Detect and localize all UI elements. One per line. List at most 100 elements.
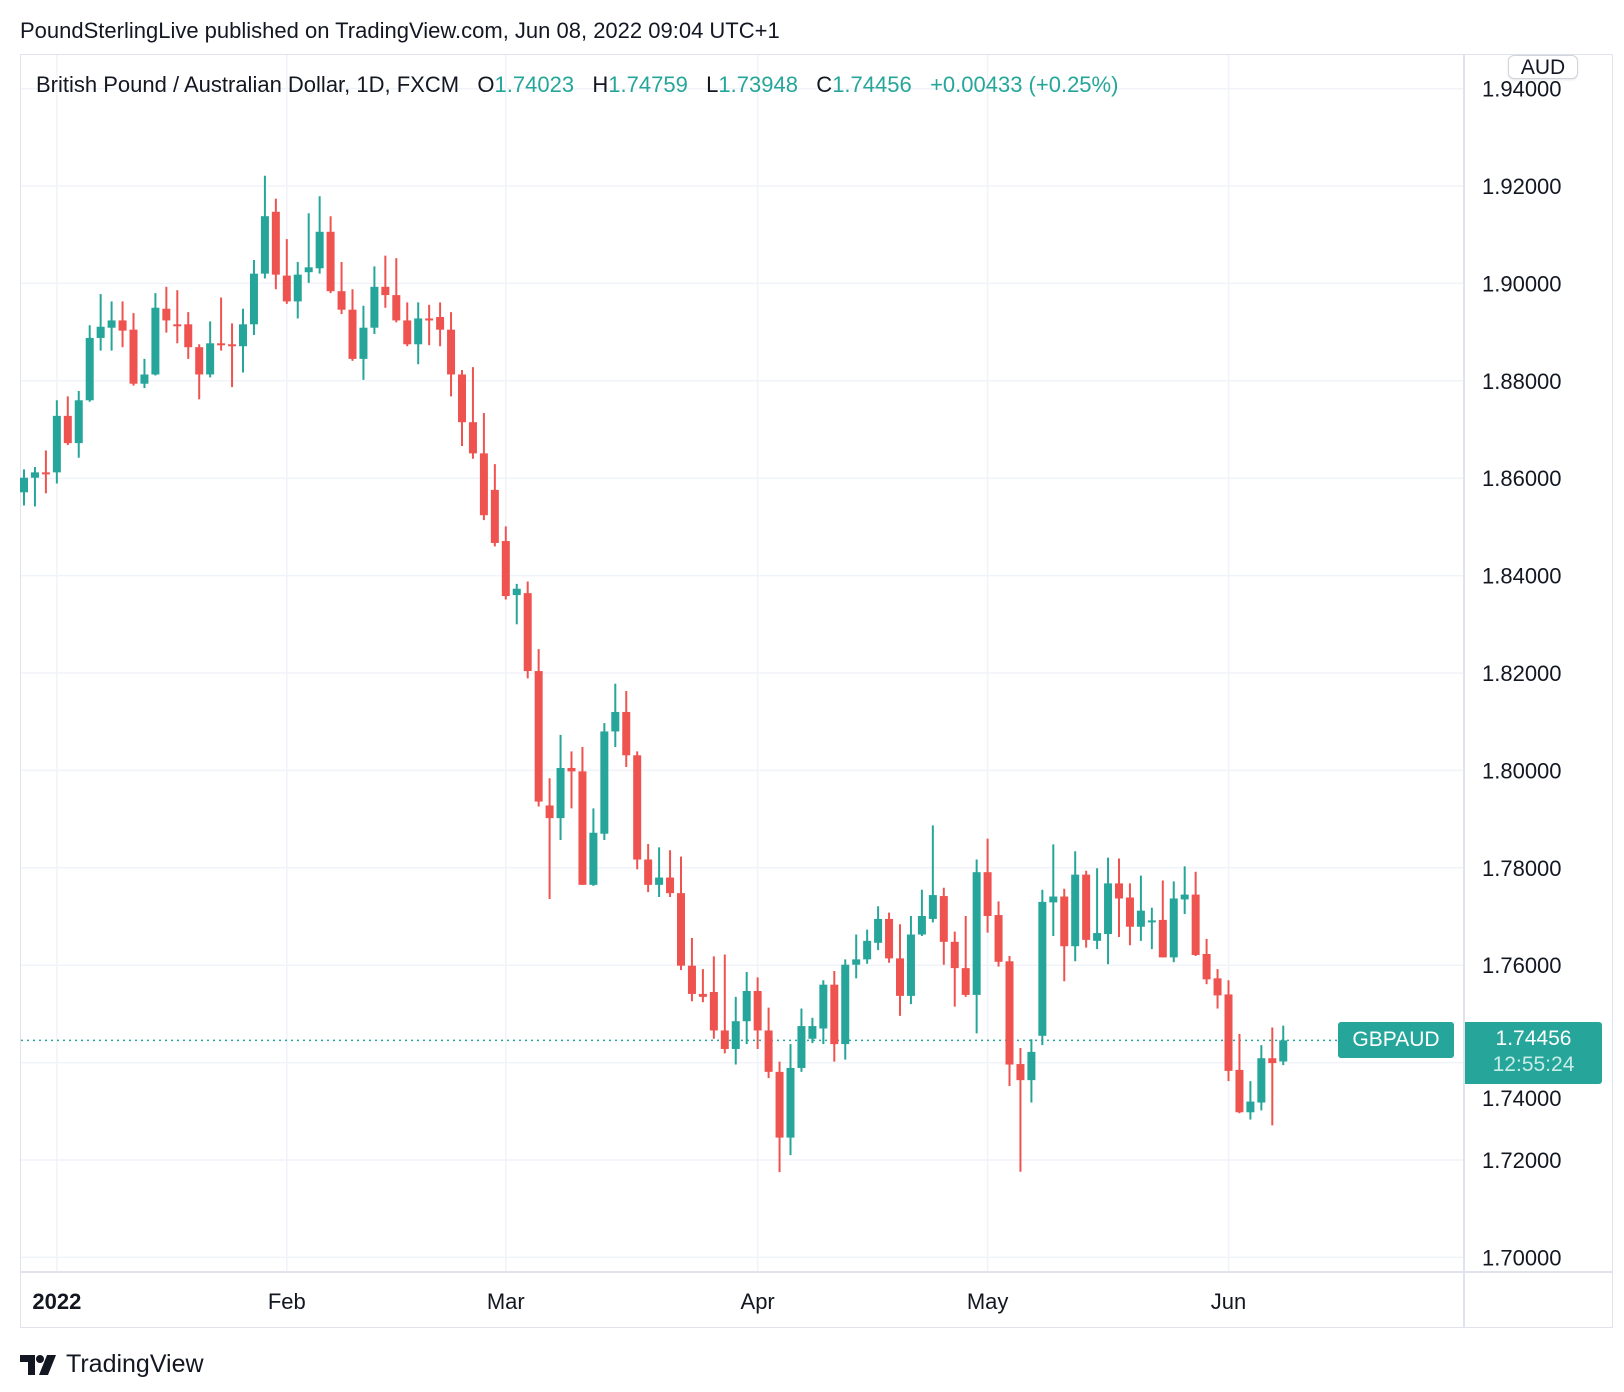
candle-body <box>414 318 423 345</box>
candle-down <box>173 290 182 344</box>
candle-up <box>140 358 149 389</box>
candle-body <box>600 731 609 834</box>
candle-body <box>896 958 904 996</box>
bar-countdown: 12:55:24 <box>1492 1053 1575 1076</box>
candle-body <box>239 324 247 347</box>
candle-body <box>304 267 313 273</box>
candle-up <box>863 929 872 964</box>
price-axis-label: 1.74000 <box>1482 1086 1562 1111</box>
candle-up <box>819 980 828 1045</box>
candle-body <box>118 320 127 331</box>
candle-body <box>30 472 39 478</box>
candle-body <box>195 347 204 375</box>
candle-body <box>1169 898 1178 958</box>
watermark-text: TradingView <box>66 1350 204 1378</box>
candle-down <box>63 396 72 446</box>
legend-title: British Pound / Australian Dollar, 1D, F… <box>36 72 460 97</box>
candle-down <box>720 954 729 1054</box>
candle-body <box>151 307 160 375</box>
candle-body <box>906 934 915 996</box>
candle-body <box>403 320 412 345</box>
chart-frame <box>20 54 1613 1328</box>
price-axis-label: 1.92000 <box>1482 174 1562 199</box>
candle-up <box>414 302 423 365</box>
candle-up <box>928 825 937 923</box>
candle-body <box>972 872 981 995</box>
candle-body <box>162 308 171 321</box>
legend-low-value: 1.73948 <box>718 72 798 97</box>
candle-body <box>20 477 28 493</box>
candle-up <box>1093 868 1102 950</box>
candle-down <box>753 977 762 1049</box>
candle-body <box>556 767 565 819</box>
legend-low-label: L <box>706 72 719 97</box>
candle-body <box>52 415 61 473</box>
candle-down <box>381 255 390 308</box>
candle-down <box>501 526 510 600</box>
price-axis-label: 1.78000 <box>1482 856 1562 881</box>
candle-body <box>468 422 477 454</box>
candle-up <box>206 321 215 378</box>
candle-down <box>217 297 226 351</box>
candle-up <box>293 261 302 319</box>
candle-body <box>1038 901 1047 1036</box>
candle-up <box>1279 1025 1288 1066</box>
candle-up <box>370 266 379 335</box>
legend-open-value: 1.74023 <box>494 72 575 97</box>
candle-down <box>425 304 434 346</box>
candle-up <box>1180 866 1189 915</box>
candle-body <box>425 318 434 321</box>
candle-up <box>315 196 324 274</box>
candle-body <box>983 872 992 917</box>
candle-down <box>1268 1027 1277 1126</box>
candle-body <box>436 317 445 330</box>
candle-down <box>523 581 532 679</box>
candle-up <box>249 260 258 336</box>
candle-up <box>1104 857 1113 965</box>
time-axis-label: 2022 <box>32 1289 81 1314</box>
candle-body <box>1016 1064 1025 1081</box>
candle-body <box>534 671 543 802</box>
candle-up <box>1169 881 1178 963</box>
candle-down <box>436 302 445 347</box>
legend-close-value: 1.74456 <box>832 72 912 97</box>
candle-body <box>677 893 685 966</box>
candle-body <box>1136 910 1145 927</box>
candle-body <box>731 1021 740 1049</box>
candle-down <box>348 289 357 361</box>
candle-body <box>961 968 970 995</box>
candle-body <box>359 327 368 359</box>
candle-body <box>107 320 116 328</box>
candle-body <box>1213 978 1222 996</box>
candle-up <box>742 972 751 1045</box>
candle-body <box>666 877 675 894</box>
candle-up <box>731 996 740 1065</box>
candle-body <box>1158 919 1167 958</box>
candle-down <box>1115 858 1123 937</box>
candle-body <box>786 1067 795 1138</box>
candle-down <box>1213 969 1222 1009</box>
candle-up <box>797 1008 806 1072</box>
candle-down <box>775 1061 784 1173</box>
candle-up <box>1071 851 1080 962</box>
candle-up <box>239 308 247 373</box>
currency-button[interactable]: AUD <box>1508 55 1578 79</box>
candle-body <box>567 767 576 772</box>
candle-body <box>1235 1069 1244 1113</box>
price-axis-label: 1.70000 <box>1482 1245 1562 1270</box>
candle-down <box>534 649 543 807</box>
candle-body <box>63 415 72 444</box>
candle-down <box>698 969 707 1003</box>
price-axis-label: 1.76000 <box>1482 953 1562 978</box>
candle-body <box>249 273 258 325</box>
candle-body <box>1060 896 1069 947</box>
tradingview-watermark[interactable]: TradingView <box>20 1350 204 1379</box>
candle-up <box>107 301 116 351</box>
candle-body <box>1180 894 1189 900</box>
candle-down <box>1224 980 1233 1082</box>
candle-body <box>282 275 291 302</box>
candle-up <box>1049 844 1058 936</box>
candle-body <box>764 1030 773 1072</box>
candle-body <box>260 216 269 274</box>
